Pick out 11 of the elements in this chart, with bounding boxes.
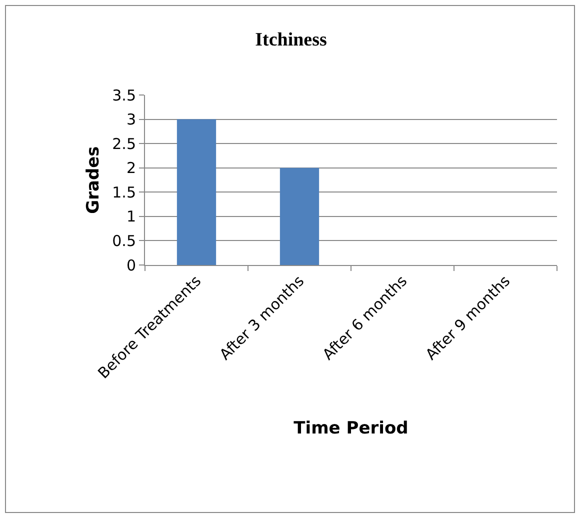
chart-title: Itchiness [255, 30, 327, 51]
y-axis-title: Grades [84, 146, 104, 214]
y-tick-label: 1 [126, 208, 136, 226]
y-tick-label: 3.5 [112, 86, 136, 104]
x-axis-title: Time Period [294, 418, 408, 439]
y-tick-label: 2 [126, 159, 136, 178]
y-tick-label: 0.5 [112, 232, 136, 250]
y-tick-label: 3 [126, 110, 136, 129]
y-tick-label: 1.5 [112, 183, 136, 202]
y-tick-label: 2.5 [112, 134, 136, 153]
y-tick-label: 0 [126, 256, 136, 274]
